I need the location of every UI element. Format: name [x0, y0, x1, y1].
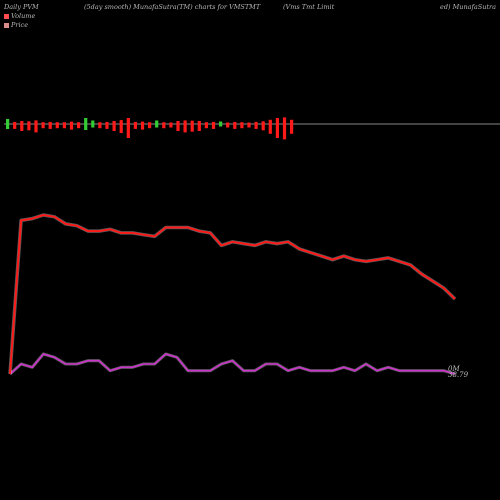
price-line-glow	[8, 213, 457, 375]
legend-price: Price	[4, 21, 28, 29]
volume-bar	[155, 120, 159, 128]
volume-bar	[62, 122, 66, 129]
chart-header-right-b: ed) MunafaSutra	[440, 3, 497, 11]
volume-bar	[233, 121, 237, 129]
volume-bar	[41, 122, 45, 129]
volume-bar	[204, 122, 208, 129]
legend-volume: Volume	[4, 12, 35, 20]
price-line	[9, 214, 456, 375]
volume-bar	[13, 121, 17, 129]
volume-bar	[290, 119, 294, 134]
volume-bar	[176, 121, 180, 131]
volume-bar	[219, 121, 223, 127]
chart-header-left: Daily PVM	[4, 3, 39, 11]
legend-price-swatch	[4, 22, 9, 28]
volume-bar	[226, 122, 230, 128]
volume-bar	[282, 117, 287, 140]
volume-bar	[268, 119, 272, 134]
volume-bar	[6, 119, 10, 129]
volume-bar	[261, 121, 265, 131]
volume-bar	[77, 122, 81, 129]
volume-line	[9, 353, 456, 375]
volume-bar	[105, 121, 109, 129]
volume-bar	[119, 120, 123, 134]
volume-bar	[140, 121, 145, 130]
legend-volume-swatch	[4, 13, 9, 19]
volume-bar	[240, 122, 244, 129]
legend-volume-label: Volume	[11, 12, 36, 20]
volume-bar	[98, 122, 102, 129]
volume-bar	[275, 118, 279, 138]
chart-header-middle: (5day smooth) MunafaSutra(TM) charts for…	[84, 3, 261, 11]
volume-bar	[254, 121, 258, 129]
volume-bar	[55, 122, 59, 129]
volume-bar	[162, 122, 166, 129]
volume-bar	[247, 122, 251, 128]
chart-header-right-a: (Vms Tmt Limit	[283, 3, 335, 11]
end-label-price: 38.79	[448, 371, 469, 379]
series-lines	[8, 213, 457, 376]
legend-price-label: Price	[11, 21, 29, 29]
volume-bar	[112, 121, 116, 131]
end-label-volume: 0M	[448, 365, 460, 373]
volume-bar	[133, 121, 137, 129]
volume-bar	[190, 120, 194, 132]
volume-bar	[211, 121, 216, 129]
volume-bar	[48, 121, 52, 129]
volume-bar	[126, 118, 130, 138]
volume-bars	[6, 117, 294, 140]
volume-bar	[197, 121, 201, 131]
volume-bar	[69, 121, 74, 130]
volume-bar	[20, 121, 24, 131]
volume-bar	[183, 120, 187, 133]
volume-bar	[84, 118, 88, 130]
volume-bar	[169, 122, 173, 128]
volume-bar	[91, 120, 95, 128]
volume-bar	[148, 122, 152, 129]
volume-bar	[27, 121, 31, 131]
volume-bar	[34, 120, 38, 133]
